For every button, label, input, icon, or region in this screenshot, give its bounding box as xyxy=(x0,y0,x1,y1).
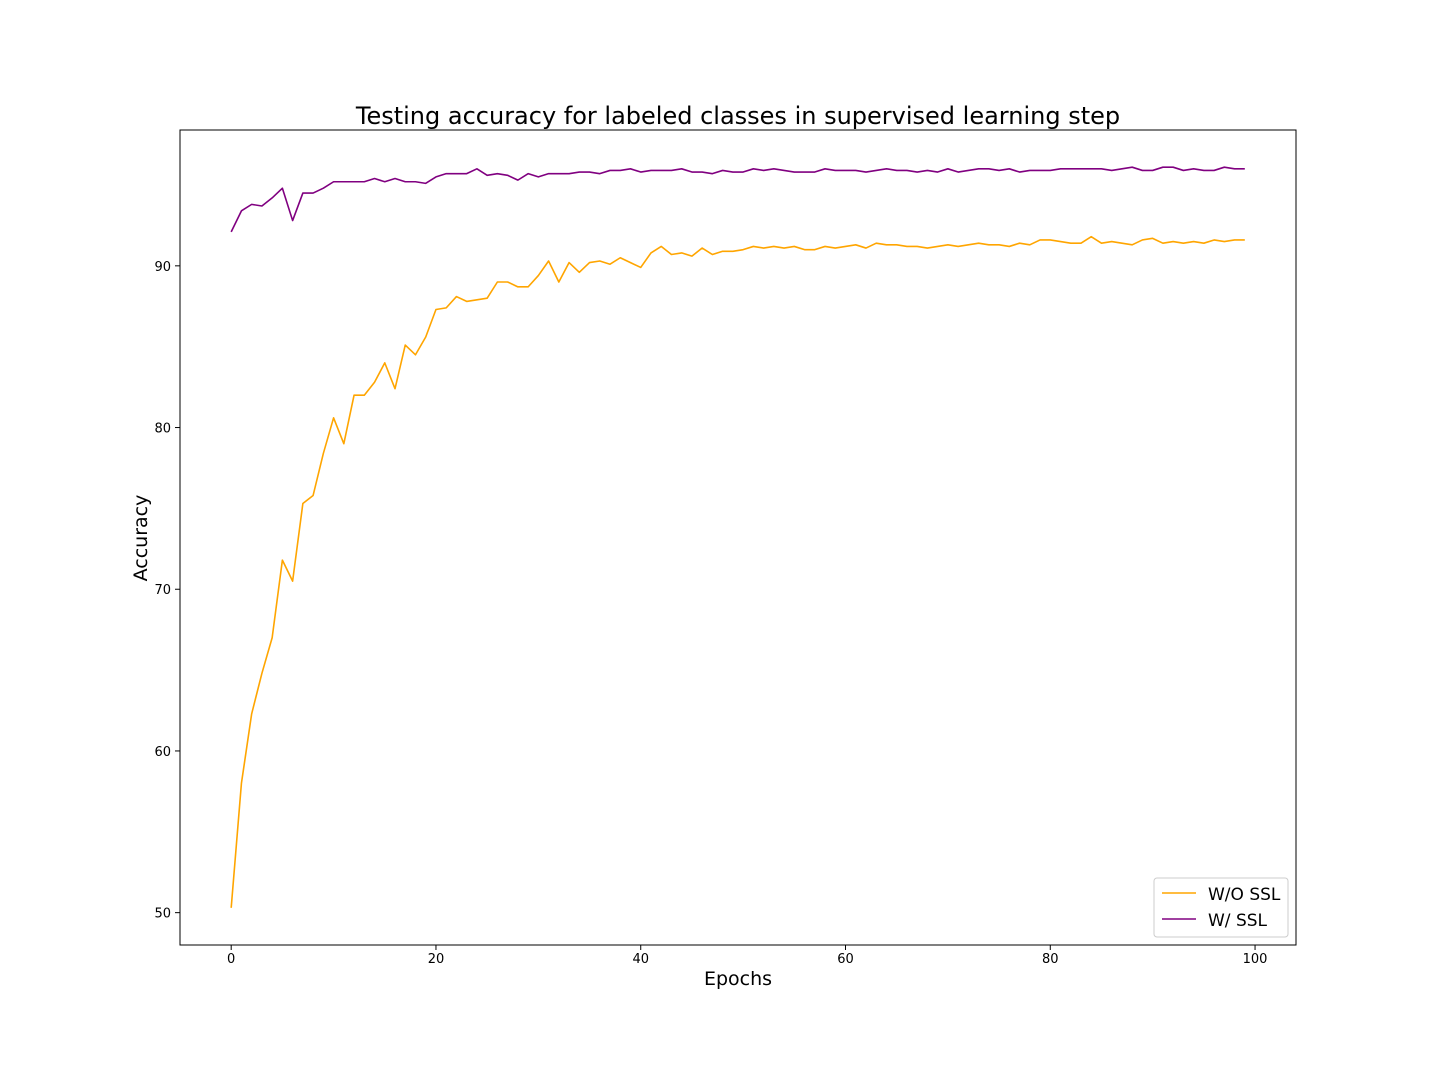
series-line-w-ssl xyxy=(230,166,1245,233)
x-tick-label: 20 xyxy=(428,952,445,967)
axis-ticks: 0 20 40 60 80 100 50 60 70 80 90 xyxy=(154,260,1267,967)
legend-label-wo-ssl: W/O SSL xyxy=(1208,885,1281,905)
y-tick-label: 70 xyxy=(154,583,171,598)
y-axis-title: Accuracy xyxy=(130,495,152,582)
x-axis-title: Epochs xyxy=(704,968,772,990)
x-tick-label: 0 xyxy=(227,952,235,967)
series-line-wo-ssl xyxy=(230,235,1245,908)
x-tick-label: 100 xyxy=(1243,952,1268,967)
legend-label-w-ssl: W/ SSL xyxy=(1208,911,1268,931)
x-tick-label: 60 xyxy=(837,952,854,967)
y-tick-label: 60 xyxy=(154,745,171,760)
x-tick-label: 80 xyxy=(1042,952,1059,967)
y-tick-label: 80 xyxy=(154,422,171,437)
legend: W/O SSL W/ SSL xyxy=(1153,877,1289,938)
y-tick-label: 50 xyxy=(154,907,171,922)
series-lines xyxy=(230,166,1245,908)
y-tick-label: 90 xyxy=(154,260,171,275)
x-tick-label: 40 xyxy=(632,952,649,967)
chart-title: Testing accuracy for labeled classes in … xyxy=(355,102,1120,130)
plot-area-frame xyxy=(179,129,1297,946)
